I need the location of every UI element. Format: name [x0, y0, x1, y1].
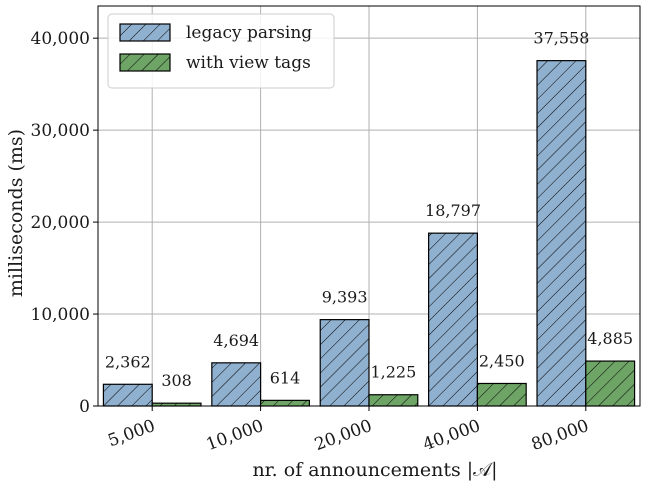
x-tick-label: 80,000 — [529, 416, 592, 455]
data-label: 9,393 — [322, 288, 368, 307]
y-tick-label: 40,000 — [31, 29, 90, 49]
data-label: 2,450 — [479, 351, 525, 370]
data-label: 2,362 — [105, 352, 151, 371]
data-label: 18,797 — [425, 201, 481, 220]
x-tick-label: 10,000 — [204, 416, 267, 455]
bar-viewtags — [368, 394, 419, 407]
data-label: 1,225 — [370, 363, 416, 382]
bar-legacy — [211, 362, 262, 407]
x-tick-label: 20,000 — [312, 416, 375, 455]
x-tick-label: 5,000 — [105, 416, 158, 451]
data-label: 614 — [270, 368, 301, 387]
data-label: 4,694 — [213, 331, 259, 350]
x-axis-ticks: 5,000 10,000 20,000 40,000 80,000 — [105, 406, 592, 455]
legend-label: with view tags — [186, 53, 311, 73]
bar-viewtags — [476, 382, 527, 407]
legend: legacy parsing with view tags — [107, 13, 335, 89]
x-tick-label: 40,000 — [420, 416, 483, 455]
bar-legacy — [536, 60, 587, 407]
legend-swatch — [119, 23, 171, 42]
legend-label: legacy parsing — [186, 23, 312, 43]
data-label: 308 — [161, 371, 192, 390]
bars — [102, 60, 636, 407]
bar-viewtags — [585, 360, 636, 407]
y-tick-label: 0 — [79, 397, 90, 417]
bar-legacy — [319, 319, 370, 407]
y-tick-label: 10,000 — [31, 305, 90, 325]
data-label: 4,885 — [587, 329, 633, 348]
y-tick-label: 30,000 — [31, 121, 90, 141]
x-axis-label: nr. of announcements |𝒜| — [252, 459, 497, 481]
data-labels: 2,362 4,694 9,393 18,797 37,558 308 614 1,225 2,… — [105, 29, 633, 391]
bar-legacy — [428, 232, 478, 407]
bar-viewtags — [260, 399, 310, 407]
y-tick-label: 20,000 — [31, 213, 90, 233]
y-axis-ticks: 0 10,000 20,000 30,000 40,000 — [31, 29, 98, 417]
data-label: 37,558 — [533, 29, 589, 48]
y-axis-label: milliseconds (ms) — [5, 129, 27, 297]
legend-swatch — [119, 53, 171, 72]
bar-legacy — [102, 383, 153, 407]
